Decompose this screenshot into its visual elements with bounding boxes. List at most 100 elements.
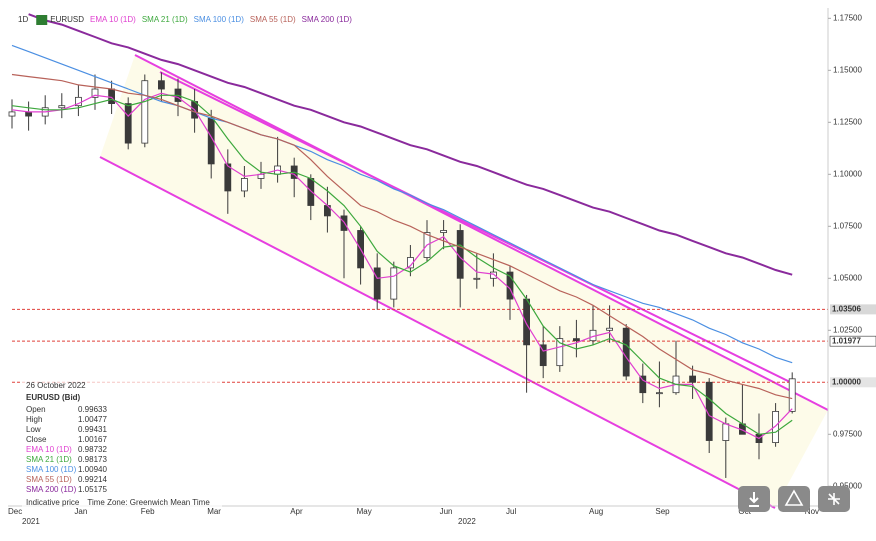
x-tick-label: Nov xyxy=(805,507,819,516)
y-tick-label: 1.02500 xyxy=(833,325,862,334)
candle-body xyxy=(539,344,547,367)
price-line-label-bg xyxy=(829,335,876,347)
legend-entry: SMA 21 (1D) xyxy=(142,15,188,24)
info-ma-value: 0.99214 xyxy=(78,475,107,484)
ma-line xyxy=(11,94,793,435)
price-line-label-bg xyxy=(830,304,876,315)
y-tick-label: 1.15000 xyxy=(833,65,862,74)
y-tick-label: 1.17500 xyxy=(833,13,862,22)
channel-upper xyxy=(134,54,829,411)
price-line-label: 1.03506 xyxy=(832,304,861,313)
y-tick-label: 1.05000 xyxy=(833,273,862,282)
year-label: 2022 xyxy=(458,517,476,526)
price-line-label: 1.01977 xyxy=(832,336,861,345)
info-value: 1.00477 xyxy=(78,415,107,424)
candle-body xyxy=(556,338,564,367)
info-ma-label: SMA 55 (1D) xyxy=(26,475,72,484)
download-icon xyxy=(749,492,759,507)
info-panel: 26 October 2022 EURUSD (Bid) xyxy=(22,376,222,510)
candle-body xyxy=(473,277,481,280)
symbol: EURUSD xyxy=(50,15,84,24)
candle-body xyxy=(722,423,730,441)
info-value: 1.00167 xyxy=(78,435,107,444)
candle-body xyxy=(705,381,713,441)
candle-body xyxy=(523,298,530,346)
ma-line xyxy=(28,13,793,276)
candle-body xyxy=(772,411,779,444)
x-tick-label: Sep xyxy=(655,507,670,516)
info-ma-label: SMA 21 (1D) xyxy=(26,455,72,464)
info-footer: Indicative price xyxy=(26,498,80,507)
ma-line xyxy=(11,73,793,400)
candle-body xyxy=(240,178,248,192)
info-label: Open xyxy=(26,405,46,414)
legend-entry: SMA 55 (1D) xyxy=(250,15,296,24)
info-footer: Time Zone: Greenwich Mean Time xyxy=(87,498,210,507)
year-label: 2021 xyxy=(22,517,40,526)
info-ma-value: 1.00940 xyxy=(78,465,107,474)
channel-lower xyxy=(99,156,776,509)
interval: 1D xyxy=(18,15,28,24)
candle-body xyxy=(91,88,99,98)
info-label: Close xyxy=(26,435,47,444)
candle-body xyxy=(157,80,165,90)
y-tick-label: 0.95000 xyxy=(833,481,862,490)
channel-upper-inner xyxy=(159,71,791,383)
info-instrument: EURUSD (Bid) xyxy=(26,393,81,402)
tool-buttons xyxy=(738,486,850,512)
candle-body xyxy=(25,111,33,117)
candle-body xyxy=(390,267,398,300)
info-date: 26 October 2022 xyxy=(26,381,86,390)
candle-body xyxy=(58,105,66,109)
plot-area xyxy=(100,55,828,508)
candle-body xyxy=(606,327,613,331)
info-ma-label: EMA 10 (1D) xyxy=(26,445,72,454)
x-tick-label: Jul xyxy=(506,507,516,516)
info-value: 0.99633 xyxy=(78,405,107,414)
candle-body xyxy=(489,271,497,279)
x-tick-label: Dec xyxy=(8,507,22,516)
info-label: Low xyxy=(26,425,41,434)
y-tick-label: 1.12500 xyxy=(833,117,862,126)
channel-fill xyxy=(100,55,828,508)
info-ma-label: SMA 100 (1D) xyxy=(26,465,77,474)
info-ma-label: SMA 200 (1D) xyxy=(26,485,77,494)
candle-body xyxy=(622,327,630,377)
indicator-icon xyxy=(828,493,840,505)
info-ma-value: 0.98732 xyxy=(78,445,107,454)
info-label: High xyxy=(26,415,42,424)
info-ma-value: 1.05175 xyxy=(78,485,107,494)
candle-body xyxy=(689,375,696,383)
candle-body xyxy=(573,338,580,342)
x-tick-label: Feb xyxy=(141,507,155,516)
symbol-icon xyxy=(36,15,48,25)
legend-entry: SMA 200 (1D) xyxy=(302,15,353,24)
info-panel-bg xyxy=(22,376,222,510)
candle-body xyxy=(639,375,647,394)
legend-entry: SMA 100 (1D) xyxy=(194,15,245,24)
price-line-label-bg xyxy=(830,377,876,388)
x-tick-label: Aug xyxy=(589,507,603,516)
y-tick-label: 0.97500 xyxy=(833,429,862,438)
candle-body xyxy=(8,111,16,117)
x-tick-label: Apr xyxy=(290,507,303,516)
candle-body xyxy=(124,103,132,144)
draw-icon xyxy=(784,489,804,506)
candle-body xyxy=(373,267,381,300)
info-ma-value: 0.98173 xyxy=(78,455,107,464)
candle-body xyxy=(656,392,663,395)
candle-body xyxy=(108,88,115,104)
x-tick-label: May xyxy=(357,507,372,516)
price-line-label: 1.00000 xyxy=(832,377,861,386)
candle-body xyxy=(440,230,448,233)
legend-entry: EMA 10 (1D) xyxy=(90,15,136,24)
candle-body xyxy=(141,80,149,144)
candle-body xyxy=(788,378,796,412)
candle-body xyxy=(224,163,232,192)
info-value: 0.99431 xyxy=(78,425,107,434)
x-tick-label: Jun xyxy=(440,507,453,516)
ma-line xyxy=(11,44,793,364)
x-tick-label: Mar xyxy=(207,507,221,516)
